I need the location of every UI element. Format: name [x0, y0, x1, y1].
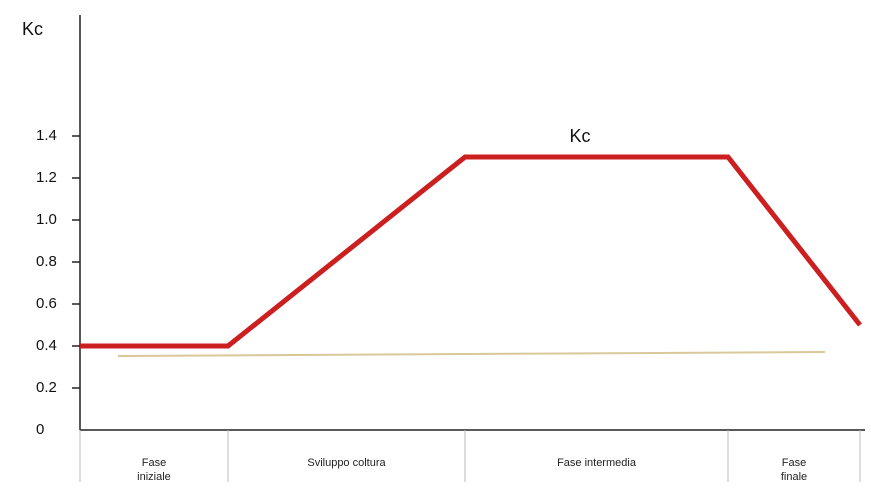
y-tick-label: 1.4: [36, 127, 57, 144]
series-label: Kc: [569, 126, 590, 146]
stage-label: Sviluppo coltura: [307, 457, 386, 469]
y-tick-label: 0.6: [36, 295, 57, 312]
y-tick-label: 0.4: [36, 337, 57, 354]
y-axis-label: Kc: [22, 19, 43, 39]
kc-line: [80, 154, 862, 349]
y-tick-label: 1.0: [36, 211, 57, 228]
stage-label: Fase finale: [780, 457, 808, 483]
y-tick-label: 0.8: [36, 253, 57, 270]
ground-line: [117, 351, 826, 357]
stage-label: Fase intermedia: [557, 457, 636, 469]
stage-label: Fase iniziale: [137, 457, 171, 483]
y-tick-label: 0: [36, 421, 44, 438]
y-tick-label: 1.2: [36, 169, 57, 186]
y-tick-label: 0.2: [36, 379, 57, 396]
